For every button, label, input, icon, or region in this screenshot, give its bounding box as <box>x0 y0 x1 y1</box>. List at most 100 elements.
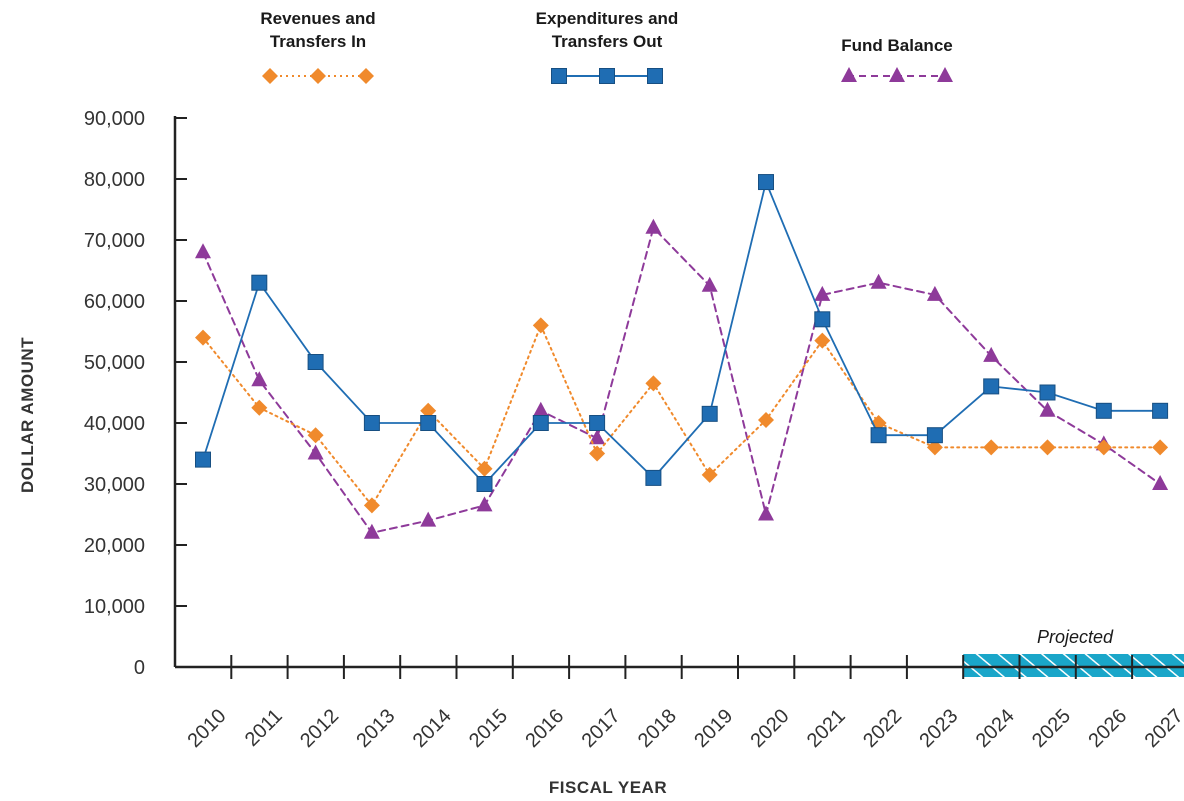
x-tick-label: 2012 <box>296 705 343 752</box>
legend-marker <box>358 68 374 84</box>
data-point <box>195 329 211 346</box>
y-axis-title: DOLLAR AMOUNT <box>18 337 37 493</box>
legend-label: Transfers Out <box>552 32 663 51</box>
data-point <box>1152 439 1169 456</box>
x-axis-title: FISCAL YEAR <box>549 778 667 797</box>
data-point <box>251 371 268 387</box>
x-tick-label: 2016 <box>521 705 568 752</box>
legend-marker <box>310 68 326 84</box>
x-tick-label: 2010 <box>184 705 231 752</box>
legend-label: Fund Balance <box>841 36 952 55</box>
x-tick-label: 2024 <box>972 705 1019 752</box>
data-point <box>758 505 774 521</box>
data-point <box>926 427 943 444</box>
x-tick-label: 2019 <box>690 705 737 752</box>
data-point <box>926 285 943 301</box>
data-point <box>870 273 887 289</box>
x-tick-label: 2025 <box>1028 705 1075 752</box>
x-tick-label: 2011 <box>241 705 287 751</box>
data-point <box>476 476 493 492</box>
series-square <box>195 174 1169 492</box>
data-point <box>476 496 493 512</box>
data-point <box>870 427 887 444</box>
data-point <box>195 243 211 259</box>
data-point <box>758 174 774 191</box>
data-point <box>1039 384 1056 401</box>
data-point <box>363 523 380 539</box>
legend-marker <box>647 68 663 84</box>
data-point <box>983 346 1000 362</box>
data-point <box>532 415 549 431</box>
y-tick-label: 20,000 <box>84 535 145 557</box>
legend-label: Expenditures and <box>536 9 679 28</box>
projected-band <box>963 654 1184 677</box>
data-point <box>983 439 1000 456</box>
data-point <box>1095 439 1112 456</box>
data-point <box>420 511 437 527</box>
data-point <box>645 469 662 486</box>
legend-marker <box>889 67 905 82</box>
data-point <box>814 285 831 301</box>
data-point <box>814 332 831 349</box>
x-tick-label: 2023 <box>915 705 962 752</box>
data-point <box>1152 475 1169 490</box>
series-layer <box>195 174 1169 539</box>
data-point <box>251 399 268 416</box>
legend-label: Revenues and <box>260 9 375 28</box>
data-point <box>251 274 268 291</box>
data-point <box>363 497 380 514</box>
axes: 0 10,000 20,000 30,000 40,000 50,000 60,000 70,… <box>84 108 1184 752</box>
data-point <box>1039 439 1056 456</box>
x-tick-label: 2017 <box>578 705 625 752</box>
data-point <box>195 451 211 468</box>
x-tick-label: 2015 <box>465 705 512 752</box>
y-tick-label: 90,000 <box>84 108 145 130</box>
legend-marker <box>551 68 567 84</box>
data-point <box>589 445 606 462</box>
y-tick-label: 80,000 <box>84 169 145 191</box>
data-point <box>307 427 324 444</box>
series-line <box>202 179 1161 486</box>
x-tick-label: 2026 <box>1084 705 1131 752</box>
data-point <box>983 378 1000 395</box>
y-tick-label: 50,000 <box>84 352 145 374</box>
y-tick-label: 70,000 <box>84 230 145 252</box>
x-tick-label: 2022 <box>859 705 906 752</box>
data-point <box>1152 402 1169 419</box>
legend-marker <box>841 67 857 82</box>
data-point <box>363 415 380 431</box>
data-point <box>589 415 606 431</box>
data-point <box>645 375 662 392</box>
legend-marker <box>262 68 278 84</box>
x-tick-label: 2014 <box>409 705 456 752</box>
legend-marker <box>937 67 953 82</box>
data-point <box>420 402 437 419</box>
y-tick-label: 30,000 <box>84 474 145 496</box>
series-diamond <box>195 317 1169 514</box>
data-point <box>1039 401 1056 417</box>
data-point <box>589 429 606 445</box>
x-tick-label: 2021 <box>803 705 850 752</box>
data-point <box>758 411 774 428</box>
x-tick-label: 2013 <box>352 705 399 752</box>
y-tick-label: 0 <box>134 657 145 679</box>
data-point <box>814 311 831 328</box>
data-point <box>645 218 662 234</box>
data-point <box>701 405 718 422</box>
data-point <box>532 401 549 417</box>
projected-label: Projected <box>1037 627 1114 647</box>
x-tick-label: 2027 <box>1141 705 1184 752</box>
data-point <box>307 444 324 460</box>
legend-label: Transfers In <box>270 32 366 51</box>
x-tick-label: 2020 <box>747 705 794 752</box>
data-point <box>1095 402 1112 419</box>
legend: Revenues and Transfers In Expenditures and… <box>260 9 953 84</box>
legend-marker <box>599 68 615 84</box>
y-tick-label: 40,000 <box>84 413 145 435</box>
series-line <box>202 322 1162 508</box>
data-point <box>476 460 493 477</box>
data-point <box>420 415 437 431</box>
y-tick-label: 60,000 <box>84 291 145 313</box>
x-tick-label: 2018 <box>634 705 681 752</box>
